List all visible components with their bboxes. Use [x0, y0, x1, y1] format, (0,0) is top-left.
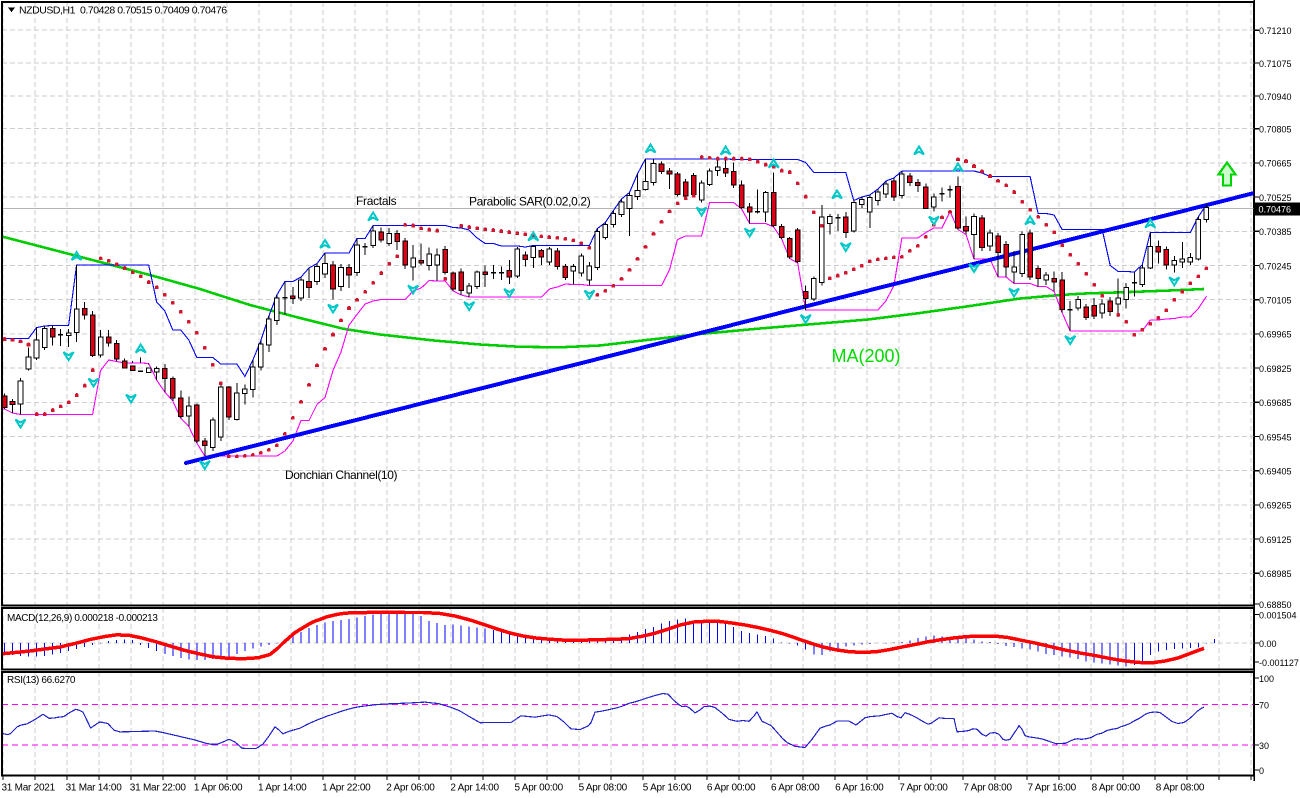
svg-text:6 Apr 00:00: 6 Apr 00:00 — [707, 783, 756, 794]
svg-text:0.70105: 0.70105 — [1259, 296, 1292, 306]
svg-text:0.71210: 0.71210 — [1259, 26, 1292, 36]
svg-text:0.70245: 0.70245 — [1259, 261, 1292, 271]
svg-text:2 Apr 06:00: 2 Apr 06:00 — [386, 783, 435, 794]
svg-text:31 Mar 2021: 31 Mar 2021 — [2, 783, 56, 794]
svg-text:7 Apr 00:00: 7 Apr 00:00 — [899, 783, 948, 794]
svg-text:MACD(12,26,9) 0.000218 -0.0002: MACD(12,26,9) 0.000218 -0.000213 — [7, 613, 158, 624]
svg-text:0.69545: 0.69545 — [1259, 432, 1292, 442]
svg-text:2 Apr 14:00: 2 Apr 14:00 — [450, 783, 499, 794]
svg-text:0.69685: 0.69685 — [1259, 398, 1292, 408]
svg-text:0: 0 — [1259, 766, 1264, 776]
svg-text:RSI(13) 66.6270: RSI(13) 66.6270 — [7, 675, 76, 686]
svg-text:0.70525: 0.70525 — [1259, 193, 1292, 203]
svg-text:0.68850: 0.68850 — [1259, 600, 1292, 610]
svg-text:1 Apr 14:00: 1 Apr 14:00 — [258, 783, 307, 794]
svg-text:Parabolic SAR(0.02,0.2): Parabolic SAR(0.02,0.2) — [469, 195, 591, 209]
svg-text:0.70805: 0.70805 — [1259, 125, 1292, 135]
svg-text:5 Apr 16:00: 5 Apr 16:00 — [643, 783, 692, 794]
svg-text:1 Apr 22:00: 1 Apr 22:00 — [322, 783, 371, 794]
svg-text:0.68985: 0.68985 — [1259, 569, 1292, 579]
svg-text:70: 70 — [1259, 700, 1269, 710]
svg-text:0.71075: 0.71075 — [1259, 59, 1292, 69]
svg-text:0.70665: 0.70665 — [1259, 159, 1292, 169]
svg-text:0.69125: 0.69125 — [1259, 535, 1292, 545]
svg-text:0.69965: 0.69965 — [1259, 330, 1292, 340]
svg-text:0.69825: 0.69825 — [1259, 364, 1292, 374]
svg-text:0.00: 0.00 — [1259, 639, 1277, 649]
svg-text:Fractals: Fractals — [356, 194, 397, 208]
svg-text:8 Apr 00:00: 8 Apr 00:00 — [1092, 783, 1141, 794]
svg-text:8 Apr 08:00: 8 Apr 08:00 — [1156, 783, 1205, 794]
svg-text:0.70940: 0.70940 — [1259, 92, 1292, 102]
svg-text:0.69265: 0.69265 — [1259, 501, 1292, 511]
svg-text:7 Apr 08:00: 7 Apr 08:00 — [963, 783, 1012, 794]
svg-text:NZDUSD,H1 0.70428 0.70515 0.7: NZDUSD,H1 0.70428 0.70515 0.70409 0.7047… — [19, 5, 227, 17]
svg-text:1 Apr 06:00: 1 Apr 06:00 — [194, 783, 243, 794]
svg-text:0.70385: 0.70385 — [1259, 227, 1292, 237]
svg-text:7 Apr 16:00: 7 Apr 16:00 — [1028, 783, 1077, 794]
svg-text:5 Apr 08:00: 5 Apr 08:00 — [579, 783, 628, 794]
svg-text:6 Apr 08:00: 6 Apr 08:00 — [771, 783, 820, 794]
svg-text:31 Mar 14:00: 31 Mar 14:00 — [66, 783, 123, 794]
svg-text:0.70476: 0.70476 — [1259, 204, 1292, 214]
svg-text:5 Apr 00:00: 5 Apr 00:00 — [515, 783, 564, 794]
svg-text:31 Mar 22:00: 31 Mar 22:00 — [130, 783, 187, 794]
svg-text:MA(200): MA(200) — [832, 346, 901, 366]
svg-text:6 Apr 16:00: 6 Apr 16:00 — [835, 783, 884, 794]
svg-text:30: 30 — [1259, 741, 1269, 751]
svg-text:0.001504: 0.001504 — [1259, 610, 1297, 620]
svg-text:0.69405: 0.69405 — [1259, 467, 1292, 477]
svg-text:Donchian Channel(10): Donchian Channel(10) — [285, 468, 397, 482]
svg-text:100: 100 — [1259, 674, 1274, 684]
svg-text:-0.001127: -0.001127 — [1259, 658, 1299, 668]
